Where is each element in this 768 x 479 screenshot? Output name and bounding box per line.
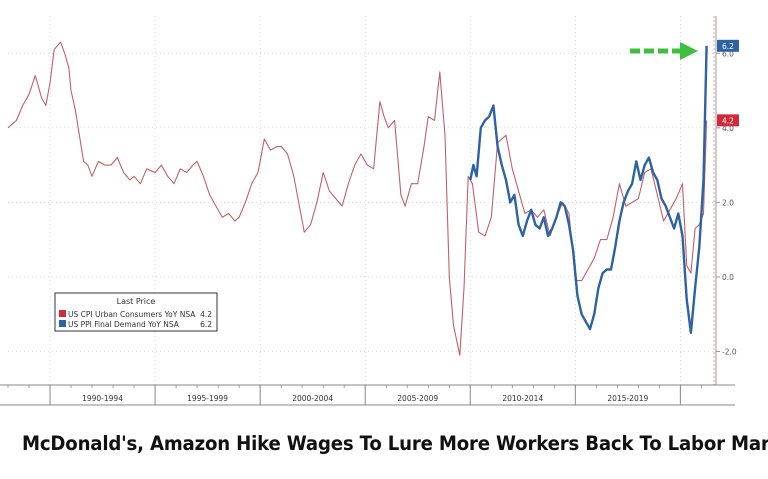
chart-svg: 6.0 4.0 2.0 0.0 -2.0 1990-1994 1995-1999 2000-…: [0, 16, 739, 406]
last-value-flag-cpi: [717, 114, 739, 127]
legend-label-cpi: US CPI Urban Consumers YoY NSA: [68, 310, 196, 319]
x-tick-label: 2015-2019: [607, 394, 648, 403]
green-arrow-icon: [630, 42, 698, 60]
x-tick-label: 1995-1999: [187, 394, 228, 403]
headline: McDonald's, Amazon Hike Wages To Lure Mo…: [22, 432, 768, 455]
chart: 6.0 4.0 2.0 0.0 -2.0 1990-1994 1995-1999 2000-…: [0, 16, 739, 406]
legend-swatch-cpi: [59, 310, 66, 317]
x-tick-label: 2000-2004: [292, 394, 333, 403]
x-axis: 1990-1994 1995-1999 2000-2004 2005-2009 2010…: [0, 384, 735, 406]
last-value-flag-label-cpi: 4.2: [722, 116, 734, 125]
series-line-ppi: [469, 45, 708, 334]
y-tick-label: 6.0: [722, 49, 734, 58]
series-line-cpi: [7, 41, 708, 356]
legend: Last Price US CPI Urban Consumers YoY NS…: [54, 292, 218, 332]
y-tick-label: 4.0: [722, 124, 734, 133]
legend-value-cpi: 4.2: [200, 310, 212, 319]
legend-title: Last Price: [117, 297, 156, 306]
legend-swatch-ppi: [59, 320, 66, 327]
y-tick-label: 0.0: [722, 273, 734, 282]
x-tick-label: 2005-2009: [397, 394, 438, 403]
grid-layer: [8, 16, 714, 385]
series-layer: [7, 41, 708, 356]
last-value-flags: 6.2 4.2: [717, 39, 739, 127]
legend-value-ppi: 6.2: [200, 320, 212, 329]
x-tick-label: 1990-1994: [82, 394, 123, 403]
x-tick-label: 2010-2014: [502, 394, 543, 403]
last-value-flag-ppi: [717, 39, 739, 52]
legend-label-ppi: US PPI Final Demand YoY NSA: [68, 320, 180, 329]
y-tick-label: -2.0: [722, 347, 737, 356]
y-tick-label: 2.0: [722, 198, 734, 207]
last-value-flag-label-ppi: 6.2: [722, 42, 734, 51]
axis-layer: 6.0 4.0 2.0 0.0 -2.0: [713, 16, 737, 385]
